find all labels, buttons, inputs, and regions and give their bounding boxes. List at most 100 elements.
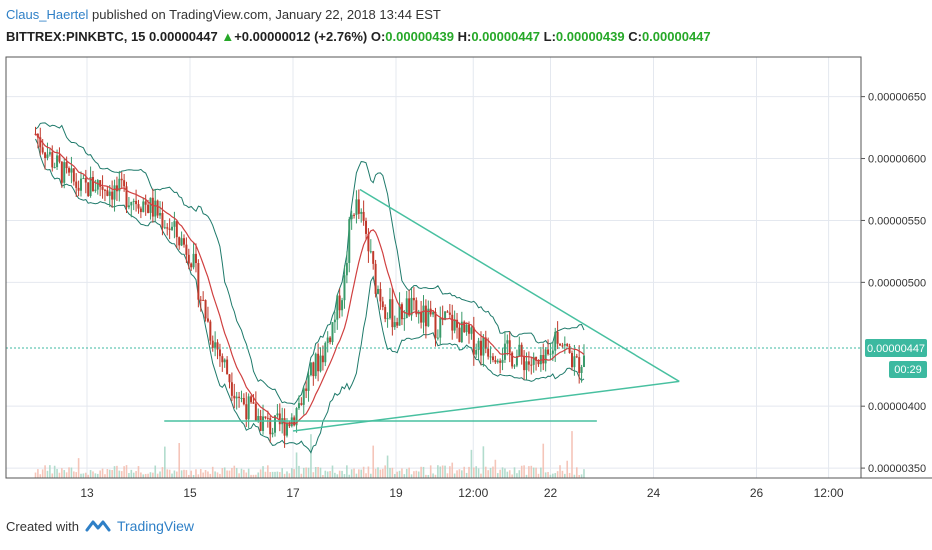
volume-bar xyxy=(370,473,372,478)
candle-body xyxy=(290,417,293,427)
volume-bar xyxy=(336,474,339,478)
volume-bar xyxy=(228,470,231,478)
volume-bar xyxy=(559,465,561,478)
low-label: L: xyxy=(543,29,556,44)
candle-body xyxy=(113,185,116,200)
candle-body xyxy=(139,208,142,213)
candle-body xyxy=(235,396,238,399)
volume-bar xyxy=(326,471,329,478)
volume-bar xyxy=(87,474,89,478)
volume-bar xyxy=(252,474,255,478)
volume-bar xyxy=(190,470,192,478)
volume-bar xyxy=(322,474,324,478)
candle-body xyxy=(439,317,442,338)
volume-bar xyxy=(398,470,401,478)
author-link[interactable]: Claus_Haertel xyxy=(6,7,89,22)
volume-bar xyxy=(104,474,106,478)
volume-bar xyxy=(367,466,370,478)
plot-frame xyxy=(5,56,862,479)
volume-bar xyxy=(298,465,300,478)
candle-body xyxy=(274,415,277,433)
candle-body xyxy=(527,361,530,365)
candle-body xyxy=(424,305,427,327)
candle-body xyxy=(151,197,154,217)
volume-bar xyxy=(499,469,501,478)
candle-body xyxy=(266,417,269,419)
volume-bar xyxy=(94,473,97,478)
candle-body xyxy=(573,356,576,368)
volume-bar xyxy=(523,465,525,478)
candle-body xyxy=(396,322,399,326)
candle-body xyxy=(432,312,435,315)
candle-body xyxy=(202,299,205,301)
volume-bar xyxy=(269,472,272,478)
volume-bar xyxy=(168,469,171,478)
candle-body xyxy=(257,416,260,422)
volume-bar xyxy=(415,470,418,478)
candle-body xyxy=(365,220,368,234)
tradingview-brand[interactable]: TradingView xyxy=(116,518,195,534)
moving-average xyxy=(35,133,585,425)
candle-body xyxy=(326,337,329,343)
y-tick-label: 0.00000400 xyxy=(868,401,926,413)
candle-body xyxy=(537,360,540,365)
candle-body xyxy=(214,342,217,348)
candle-body xyxy=(520,344,523,356)
candle-body xyxy=(549,353,552,355)
candle-body xyxy=(386,318,389,320)
candle-body xyxy=(501,359,504,363)
candle-body xyxy=(309,362,312,376)
volume-bar xyxy=(106,468,109,478)
volume-bar xyxy=(195,469,197,478)
candle-body xyxy=(343,275,346,301)
ticker-bar: BITTREX:PINKBTC, 15 0.00000447 ▲+0.00000… xyxy=(6,29,711,44)
candle-body xyxy=(305,388,308,391)
volume-bar xyxy=(432,473,434,478)
volume-bar xyxy=(477,468,480,478)
volume-bar xyxy=(556,471,559,478)
volume-bar xyxy=(420,466,422,478)
candle-body xyxy=(238,396,241,398)
volume-bar xyxy=(453,473,456,478)
volume-bar xyxy=(58,472,61,478)
candle-body xyxy=(451,314,454,331)
volume-bar xyxy=(331,465,334,478)
candle-body xyxy=(120,178,123,181)
candle-body xyxy=(458,327,461,343)
volume-bar xyxy=(362,466,365,478)
candle-body xyxy=(147,204,150,213)
volume-bar xyxy=(463,466,466,478)
candle-body xyxy=(252,402,255,404)
y-tick-label: 0.00000500 xyxy=(868,277,926,289)
volume-bar xyxy=(583,469,585,478)
candle-body xyxy=(283,418,286,436)
candle-body xyxy=(218,349,221,357)
candle-body xyxy=(89,176,92,196)
volume-bar xyxy=(192,474,195,478)
candle-body xyxy=(369,251,372,253)
candle-body xyxy=(87,182,90,196)
candle-body xyxy=(357,199,360,214)
candle-body xyxy=(48,152,51,155)
candle-body xyxy=(319,355,322,372)
volume-bar xyxy=(379,469,382,478)
candle-body xyxy=(496,360,499,363)
candle-body xyxy=(513,365,516,367)
volume-bar xyxy=(535,467,537,478)
candle-body xyxy=(398,304,401,326)
volume-bar xyxy=(434,474,437,478)
candle-body xyxy=(173,221,176,227)
volume-bar xyxy=(300,473,303,478)
volume-bar xyxy=(82,473,85,478)
candle-body xyxy=(477,340,480,350)
volume-bar xyxy=(408,467,410,478)
volume-bars xyxy=(34,431,585,478)
volume-bar xyxy=(77,458,80,478)
candle-body xyxy=(75,181,78,188)
candle-body xyxy=(494,360,497,363)
volume-bar xyxy=(319,467,322,478)
volume-bar xyxy=(377,467,379,478)
volume-bar xyxy=(226,470,228,478)
volume-bar xyxy=(178,443,181,478)
